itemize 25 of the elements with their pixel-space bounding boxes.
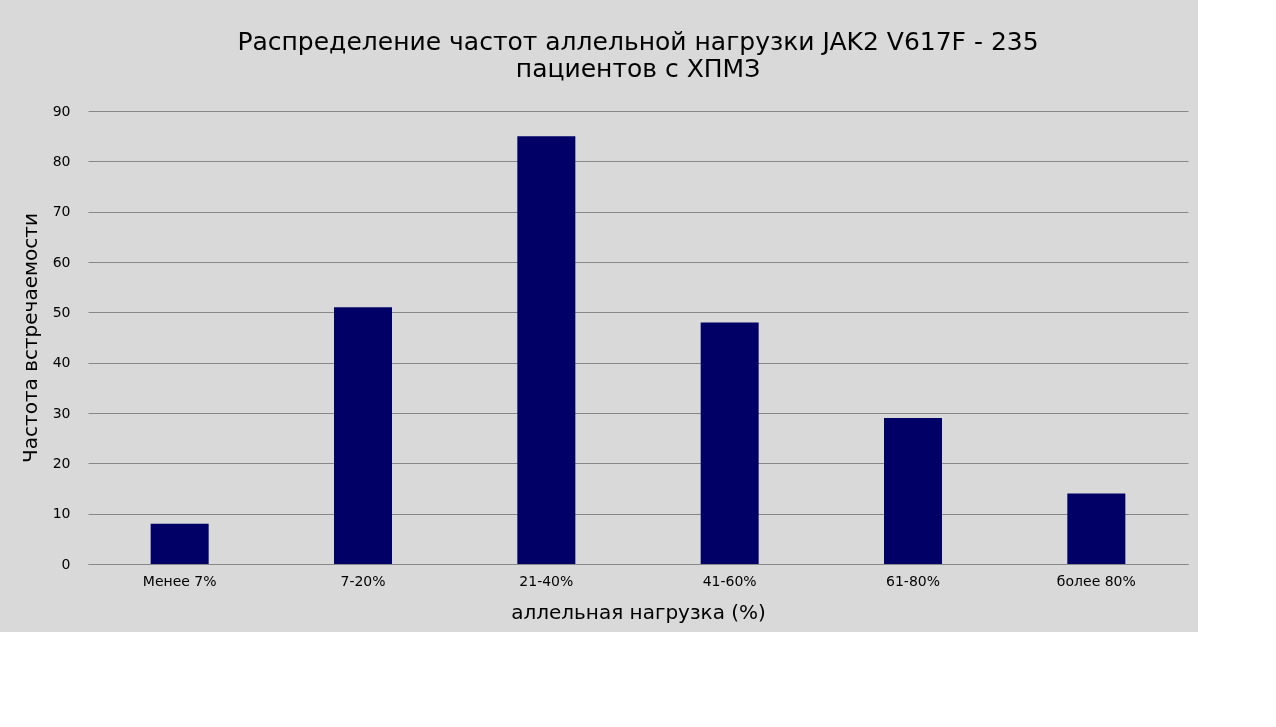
y-tick-label: 70 [52, 203, 71, 220]
y-tick-label: 30 [52, 404, 71, 421]
y-tick-label: 80 [52, 152, 71, 169]
y-tick-label: 0 [61, 555, 71, 572]
bar [884, 418, 942, 564]
bar [700, 322, 759, 564]
x-tick-label: 61-80% [886, 572, 940, 589]
x-tick-label: более 80% [1056, 572, 1136, 589]
x-tick-label: Менее 7% [142, 572, 217, 589]
y-tick-label: 90 [52, 102, 71, 119]
chart-title: Распределение частот аллельной нагрузки JAK2 V617F - 235 пациентов с ХПМЗ [237, 27, 1039, 83]
bar [1067, 493, 1126, 564]
y-tick-label: 20 [52, 454, 71, 471]
x-tick-label: 41-60% [702, 572, 757, 589]
bar [334, 307, 392, 564]
y-tick-label: 50 [52, 303, 71, 320]
x-tick-label: 21-40% [519, 572, 574, 589]
y-axis-title: Частота встречаемости [17, 213, 42, 463]
y-tick-label: 10 [52, 505, 71, 522]
bar [517, 136, 576, 564]
x-tick-label: 7-20% [340, 572, 386, 589]
bar [150, 523, 209, 564]
y-tick-label: 40 [52, 354, 71, 371]
y-tick-label: 60 [52, 253, 71, 270]
x-axis-title: аллельная нагрузка (%) [511, 599, 766, 624]
